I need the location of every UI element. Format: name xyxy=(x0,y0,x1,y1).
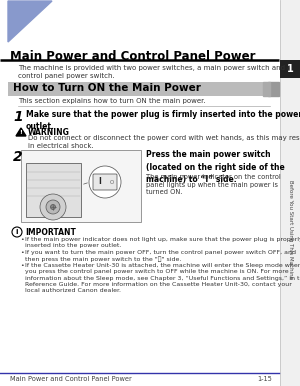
Text: The main power indicator on the control
panel lights up when the main power is
t: The main power indicator on the control … xyxy=(146,174,281,195)
Text: Before You Start Using This Machine: Before You Start Using This Machine xyxy=(289,181,293,279)
Text: 1: 1 xyxy=(13,110,22,124)
Text: The machine is provided with two power switches, a main power switch and a
contr: The machine is provided with two power s… xyxy=(18,65,292,79)
Circle shape xyxy=(46,200,60,214)
Text: •: • xyxy=(20,263,24,268)
FancyBboxPatch shape xyxy=(8,82,270,96)
FancyBboxPatch shape xyxy=(280,60,300,78)
Text: 2: 2 xyxy=(13,150,22,164)
Text: •: • xyxy=(20,237,24,242)
Text: i: i xyxy=(16,229,18,235)
FancyBboxPatch shape xyxy=(93,174,117,190)
Polygon shape xyxy=(263,82,270,96)
Circle shape xyxy=(40,194,66,220)
Text: If the main power indicator does not light up, make sure that the power plug is : If the main power indicator does not lig… xyxy=(25,237,300,248)
Text: If you want to turn the main power OFF, turn the control panel power switch OFF,: If you want to turn the main power OFF, … xyxy=(25,250,296,262)
FancyBboxPatch shape xyxy=(21,150,141,222)
Text: How to Turn ON the Main Power: How to Turn ON the Main Power xyxy=(13,83,201,93)
Polygon shape xyxy=(8,1,52,42)
FancyBboxPatch shape xyxy=(26,163,81,217)
FancyBboxPatch shape xyxy=(280,0,300,386)
Text: Main Power and Control Panel Power: Main Power and Control Panel Power xyxy=(10,50,256,63)
Text: !: ! xyxy=(20,130,22,135)
Circle shape xyxy=(89,166,121,198)
Polygon shape xyxy=(268,82,279,96)
Text: This section explains how to turn ON the main power.: This section explains how to turn ON the… xyxy=(18,98,206,104)
Text: Do not connect or disconnect the power cord with wet hands, as this may result
i: Do not connect or disconnect the power c… xyxy=(28,135,300,149)
Text: Press the main power switch
(located on the right side of the
machine) to “I” si: Press the main power switch (located on … xyxy=(146,150,285,184)
Circle shape xyxy=(12,227,22,237)
Text: IMPORTANT: IMPORTANT xyxy=(25,228,76,237)
Text: 1-15: 1-15 xyxy=(257,376,272,382)
Polygon shape xyxy=(16,128,26,136)
Text: O: O xyxy=(110,179,114,185)
Circle shape xyxy=(50,205,56,210)
Text: WARNING: WARNING xyxy=(28,128,70,137)
Text: Main Power and Control Panel Power: Main Power and Control Panel Power xyxy=(10,376,132,382)
Text: I: I xyxy=(99,178,101,186)
Text: •: • xyxy=(20,250,24,255)
Text: If the Cassette Heater Unit-30 is attached, the machine will enter the Sleep mod: If the Cassette Heater Unit-30 is attach… xyxy=(25,263,300,293)
Text: Make sure that the power plug is firmly inserted into the power
outlet.: Make sure that the power plug is firmly … xyxy=(26,110,300,131)
Text: 1: 1 xyxy=(286,64,293,74)
